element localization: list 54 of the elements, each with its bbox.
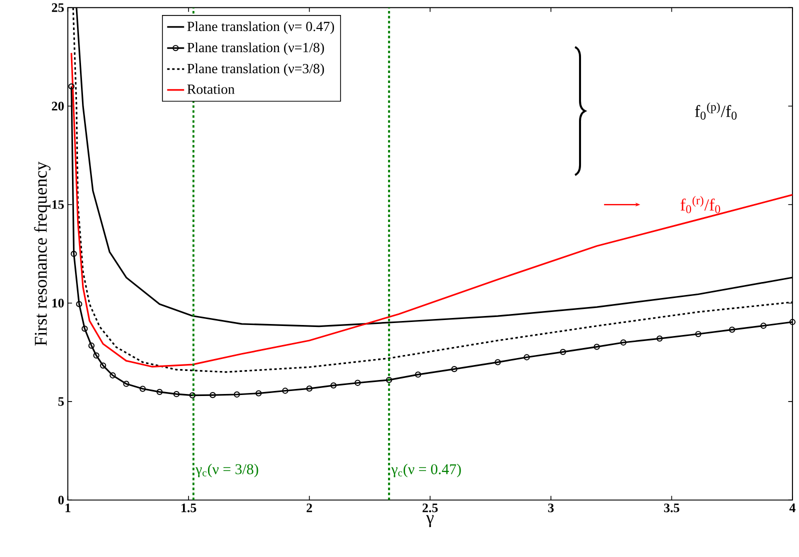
point — [656, 336, 663, 342]
annotation: γ$_{c}$(ν = 3/8) — [196, 464, 258, 478]
point — [620, 339, 626, 346]
y-tick-label: 0 — [58, 496, 64, 504]
x-axis-title: γ — [426, 515, 434, 528]
point — [76, 301, 82, 308]
point — [414, 372, 422, 378]
point — [594, 344, 600, 350]
point — [524, 354, 530, 360]
annotation: f$_{0}$$^{(p)}$/f$_{0}$ — [695, 102, 737, 120]
legend-label: Rotation — [187, 84, 235, 94]
point — [82, 326, 88, 332]
point — [210, 392, 216, 398]
point — [156, 388, 163, 396]
point — [173, 391, 180, 398]
point — [100, 362, 106, 369]
point — [110, 372, 116, 379]
point — [282, 388, 288, 394]
point — [123, 380, 130, 387]
point — [140, 386, 146, 392]
x-tick-label: 2 — [306, 504, 312, 512]
point — [386, 376, 392, 384]
point — [451, 366, 458, 372]
y-tick-label: 15 — [52, 200, 64, 209]
point — [560, 348, 566, 356]
x-tick-label: 3 — [548, 504, 554, 512]
y-tick-label: 25 — [52, 3, 64, 12]
legend-label: Plane translation (ν=3/8) — [187, 64, 324, 76]
x-tick-label: 4 — [789, 504, 796, 512]
point — [306, 386, 312, 392]
point — [760, 322, 767, 329]
x-tick-label: 3.5 — [664, 504, 680, 512]
legend-label: Plane translation (ν=1/8) — [187, 42, 324, 56]
point — [189, 392, 196, 398]
x-tick-label: 2.5 — [422, 504, 438, 512]
legend-label: Plane translation (ν= 0.47) — [187, 21, 334, 34]
point — [70, 250, 77, 257]
point — [695, 331, 702, 338]
x-tick-label: 1 — [66, 504, 70, 512]
annotation: f$_{0}$$^{(r)}$/f$_{0}$ — [680, 196, 720, 214]
point — [728, 326, 736, 333]
point — [93, 352, 100, 359]
point — [256, 390, 262, 396]
annotation: γ$_{c}$(ν = 0.47) — [391, 464, 461, 478]
point — [494, 359, 501, 366]
y-tick-label: 20 — [52, 102, 64, 111]
x-tick-label: 1.5 — [182, 504, 196, 512]
point — [330, 382, 337, 389]
y-tick-label: 5 — [58, 397, 64, 406]
y-axis-title: First resonance frequency — [34, 162, 51, 346]
point — [88, 342, 95, 349]
y-tick-label: 10 — [52, 298, 64, 308]
point — [234, 391, 240, 398]
point — [354, 380, 361, 386]
